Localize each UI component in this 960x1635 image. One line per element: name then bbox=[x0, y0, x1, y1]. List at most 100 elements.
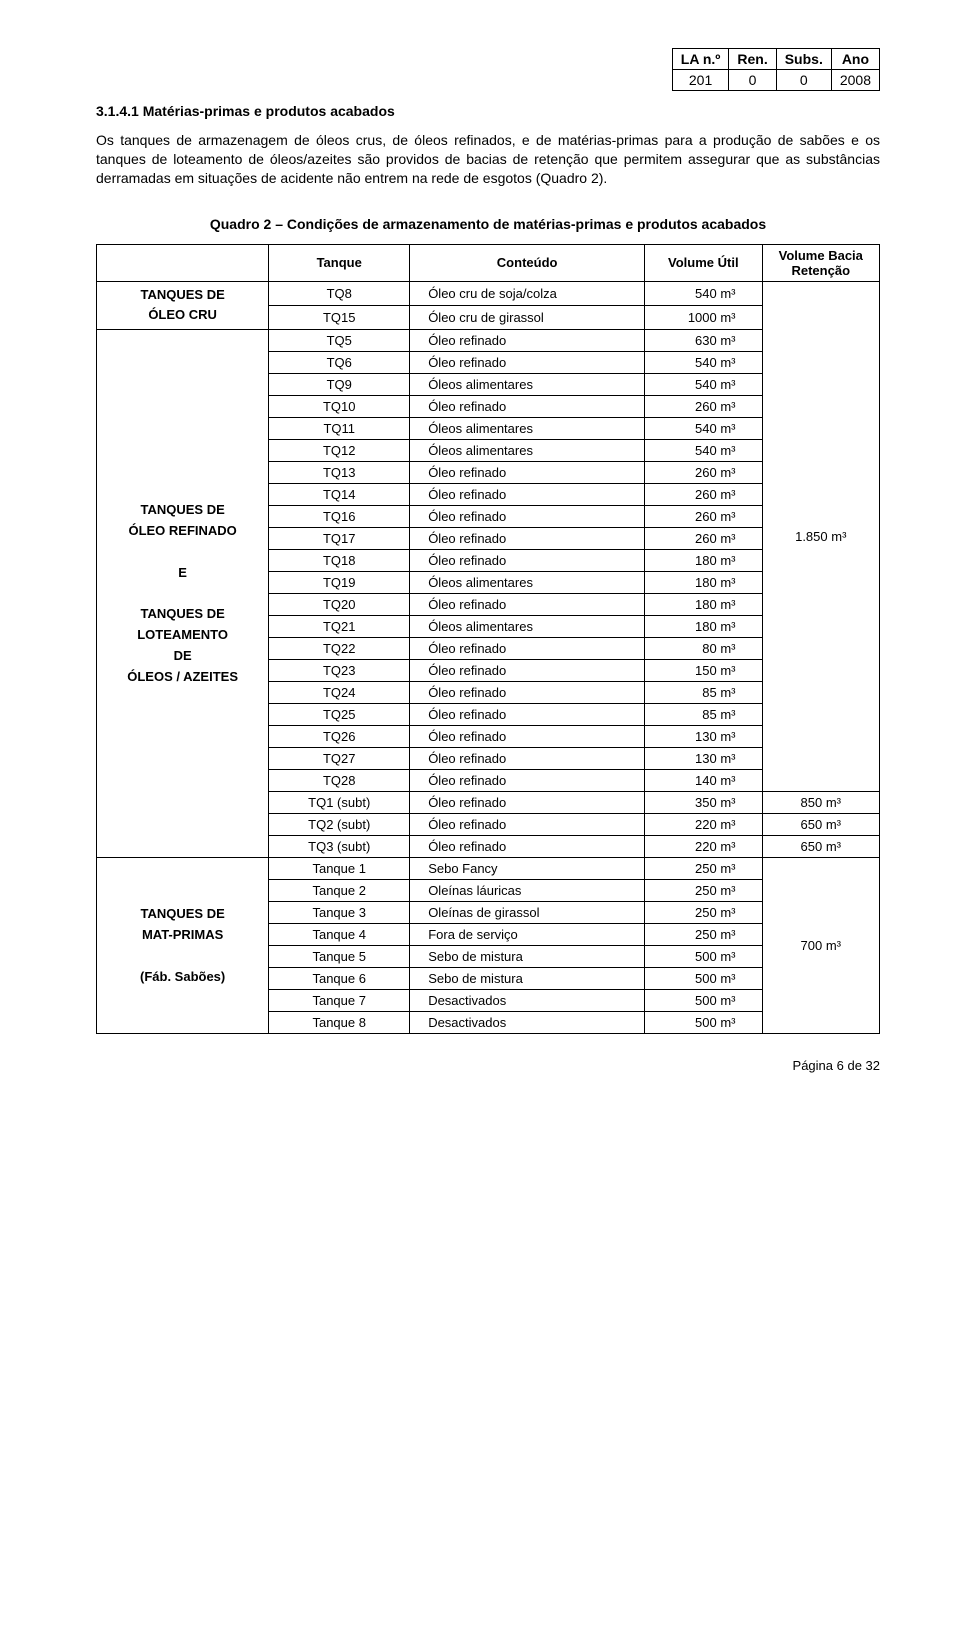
table-cell-vol: 260 m³ bbox=[645, 506, 762, 528]
table-cell-content: Óleo refinado bbox=[410, 814, 645, 836]
table-cell-content: Óleos alimentares bbox=[410, 418, 645, 440]
table-cell-tank: TQ3 (subt) bbox=[269, 836, 410, 858]
table-cell-content: Oleínas de girassol bbox=[410, 902, 645, 924]
table-cell-tank: TQ17 bbox=[269, 528, 410, 550]
table-cell-tank: Tanque 8 bbox=[269, 1012, 410, 1034]
table-cell-vol: 500 m³ bbox=[645, 946, 762, 968]
table-cell-vol: 130 m³ bbox=[645, 748, 762, 770]
table-cell-vol: 260 m³ bbox=[645, 396, 762, 418]
table-cell-content: Sebo de mistura bbox=[410, 946, 645, 968]
table-cell-vol: 540 m³ bbox=[645, 281, 762, 305]
topbox-h-ano: Ano bbox=[831, 49, 879, 70]
table-cell-vol: 220 m³ bbox=[645, 814, 762, 836]
table-cell-tank: TQ9 bbox=[269, 374, 410, 396]
table-cell-content: Óleo refinado bbox=[410, 836, 645, 858]
table-cell-vol: 500 m³ bbox=[645, 990, 762, 1012]
table-cell-vol: 85 m³ bbox=[645, 682, 762, 704]
table-cell-tank: Tanque 2 bbox=[269, 880, 410, 902]
table-cell-vol: 540 m³ bbox=[645, 440, 762, 462]
table-cell-content: Óleo refinado bbox=[410, 462, 645, 484]
table-cell-content: Óleos alimentares bbox=[410, 616, 645, 638]
table-cell-vol: 180 m³ bbox=[645, 550, 762, 572]
table-cell-tank: TQ13 bbox=[269, 462, 410, 484]
table-cell-tank: Tanque 5 bbox=[269, 946, 410, 968]
storage-table: TanqueConteúdoVolume ÚtilVolume Bacia Re… bbox=[96, 244, 880, 1035]
topbox-v-ano: 2008 bbox=[831, 70, 879, 91]
table-cell-vol: 80 m³ bbox=[645, 638, 762, 660]
table-cell-tank: TQ21 bbox=[269, 616, 410, 638]
topbox-v-la: 201 bbox=[672, 70, 729, 91]
page-footer: Página 6 de 32 bbox=[96, 1058, 880, 1073]
table-cell-tank: Tanque 1 bbox=[269, 858, 410, 880]
rowhead-oleo-refinado: TANQUES DE ÓLEO REFINADO E TANQUES DE LO… bbox=[97, 330, 269, 858]
table-cell-content: Óleo refinado bbox=[410, 528, 645, 550]
topbox-v-subs: 0 bbox=[776, 70, 831, 91]
intro-paragraph: Os tanques de armazenagem de óleos crus,… bbox=[96, 131, 880, 188]
table-cell-vol: 1000 m³ bbox=[645, 305, 762, 329]
table-cell-vol: 140 m³ bbox=[645, 770, 762, 792]
table-cell-tank: TQ11 bbox=[269, 418, 410, 440]
table-cell-vol: 540 m³ bbox=[645, 352, 762, 374]
table-cell-content: Óleo refinado bbox=[410, 770, 645, 792]
table-cell-content: Óleo refinado bbox=[410, 594, 645, 616]
table-cell-vol: 260 m³ bbox=[645, 462, 762, 484]
table-cell-tank: TQ1 (subt) bbox=[269, 792, 410, 814]
table-cell-content: Óleo cru de girassol bbox=[410, 305, 645, 329]
section-heading: 3.1.4.1 Matérias-primas e produtos acaba… bbox=[96, 103, 880, 119]
topbox-v-ren: 0 bbox=[729, 70, 776, 91]
table-cell-tank: TQ20 bbox=[269, 594, 410, 616]
table-cell-content: Óleo refinado bbox=[410, 330, 645, 352]
table-cell-tank: TQ25 bbox=[269, 704, 410, 726]
table-cell-tank: TQ19 bbox=[269, 572, 410, 594]
table-cell-content: Óleo refinado bbox=[410, 704, 645, 726]
table-cell-vol: 150 m³ bbox=[645, 660, 762, 682]
table-cell-vol: 250 m³ bbox=[645, 924, 762, 946]
topbox-h-subs: Subs. bbox=[776, 49, 831, 70]
table-cell-content: Fora de serviço bbox=[410, 924, 645, 946]
table-cell-vol: 260 m³ bbox=[645, 484, 762, 506]
table-cell-content: Óleo refinado bbox=[410, 748, 645, 770]
table-cell-vol: 250 m³ bbox=[645, 880, 762, 902]
table-cell-vol: 130 m³ bbox=[645, 726, 762, 748]
table-cell-retention: 650 m³ bbox=[762, 836, 879, 858]
table-cell-content: Óleo refinado bbox=[410, 506, 645, 528]
table-cell-vol: 260 m³ bbox=[645, 528, 762, 550]
table-cell-tank: TQ2 (subt) bbox=[269, 814, 410, 836]
table-cell-vol: 180 m³ bbox=[645, 616, 762, 638]
table-cell-vol: 630 m³ bbox=[645, 330, 762, 352]
table-cell-vol: 180 m³ bbox=[645, 594, 762, 616]
table-cell-content: Óleo cru de soja/colza bbox=[410, 281, 645, 305]
table-cell-content: Óleo refinado bbox=[410, 352, 645, 374]
table-cell-vol: 85 m³ bbox=[645, 704, 762, 726]
table-cell-tank: TQ6 bbox=[269, 352, 410, 374]
table-cell-tank: TQ27 bbox=[269, 748, 410, 770]
table-cell-content: Óleos alimentares bbox=[410, 572, 645, 594]
table-cell-content: Óleo refinado bbox=[410, 682, 645, 704]
table-cell-tank: TQ26 bbox=[269, 726, 410, 748]
table-cell-tank: TQ15 bbox=[269, 305, 410, 329]
table-cell-tank: TQ24 bbox=[269, 682, 410, 704]
table-cell-retention-matprimas: 700 m³ bbox=[762, 858, 879, 1034]
table-cell-tank: TQ12 bbox=[269, 440, 410, 462]
table-cell-vol: 350 m³ bbox=[645, 792, 762, 814]
table-cell-content: Óleo refinado bbox=[410, 484, 645, 506]
table-cell-content: Óleo refinado bbox=[410, 638, 645, 660]
table-cell-tank: Tanque 4 bbox=[269, 924, 410, 946]
table-cell-tank: TQ14 bbox=[269, 484, 410, 506]
table-cell-tank: TQ10 bbox=[269, 396, 410, 418]
table-cell-tank: TQ28 bbox=[269, 770, 410, 792]
table-cell-tank: TQ5 bbox=[269, 330, 410, 352]
table-cell-tank: TQ16 bbox=[269, 506, 410, 528]
table-cell-content: Óleos alimentares bbox=[410, 440, 645, 462]
table-cell-tank: TQ18 bbox=[269, 550, 410, 572]
topbox-h-la: LA n.º bbox=[672, 49, 729, 70]
rowhead-oleo-cru: TANQUES DE ÓLEO CRU bbox=[97, 281, 269, 330]
table-cell-vol: 500 m³ bbox=[645, 968, 762, 990]
table-cell-vol: 220 m³ bbox=[645, 836, 762, 858]
table-cell-vol: 250 m³ bbox=[645, 858, 762, 880]
table-cell-tank: TQ8 bbox=[269, 281, 410, 305]
table-cell-vol: 180 m³ bbox=[645, 572, 762, 594]
table-cell-tank: Tanque 6 bbox=[269, 968, 410, 990]
table-cell-tank: TQ23 bbox=[269, 660, 410, 682]
table-cell-tank: TQ22 bbox=[269, 638, 410, 660]
